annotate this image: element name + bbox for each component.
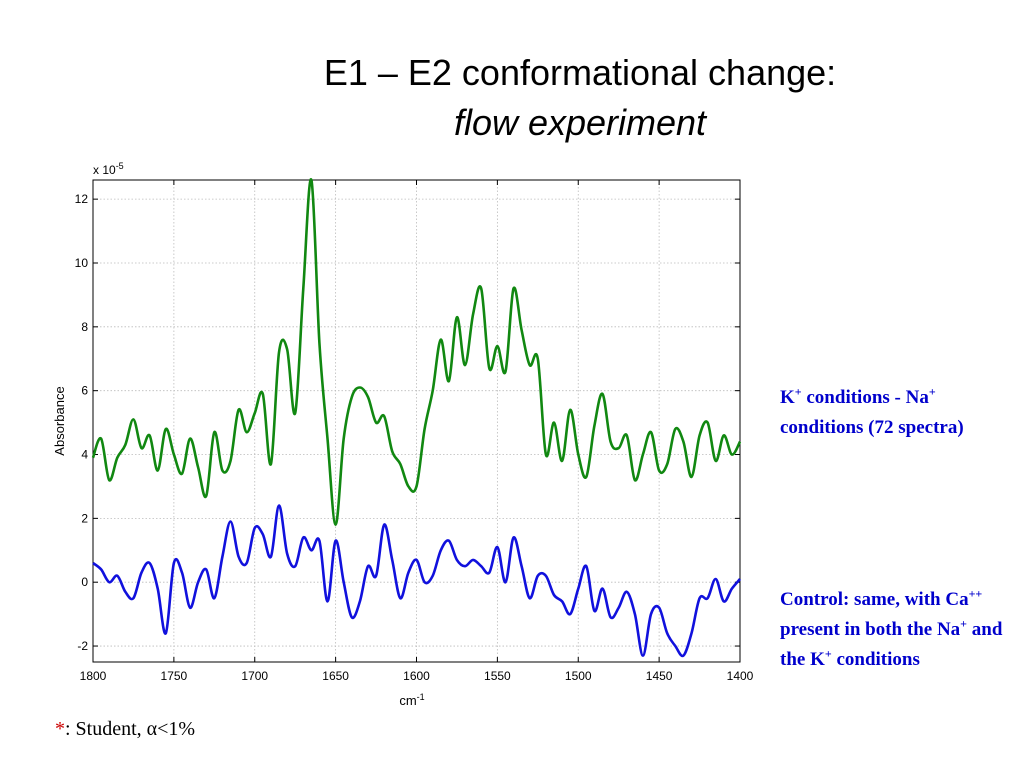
y-tick-label: 8 <box>81 320 88 334</box>
footnote: *: Student, α<1% <box>55 718 195 741</box>
legend-green-sup-2: + <box>928 384 936 399</box>
legend-blue-sup-2: + <box>960 616 968 631</box>
legend-green-series: K+ conditions - Na+ conditions (72 spect… <box>780 383 1010 443</box>
slide-title-line1: E1 – E2 conformational change: <box>323 52 837 93</box>
x-tick-label: 1400 <box>727 669 754 683</box>
y-tick-label: 12 <box>75 192 89 206</box>
x-axis-label-base: cm <box>399 693 416 708</box>
legend-green-text-1: K <box>780 387 795 408</box>
legend-blue-sup-1: ++ <box>968 586 983 601</box>
green-series-line <box>91 178 742 526</box>
legend-blue-sup-3: + <box>824 646 832 661</box>
x-axis-label: cm-1 <box>399 692 424 708</box>
footnote-text: : Student, α<1% <box>65 718 196 740</box>
y-axis-label: Absorbance <box>52 386 67 455</box>
x-tick-label: 1600 <box>403 669 430 683</box>
legend-blue-text-1: Control: same, with Ca <box>780 589 969 610</box>
y-tick-label: 4 <box>81 448 88 462</box>
y-tick-label: 0 <box>81 575 88 589</box>
legend-green-text-3: conditions (72 spectra) <box>780 417 964 438</box>
x-tick-label: 1750 <box>161 669 188 683</box>
x-tick-label: 1500 <box>565 669 592 683</box>
x-tick-label: 1800 <box>80 669 107 683</box>
y-tick-label: 10 <box>75 256 89 270</box>
spectrum-chart: 1800 1750 1700 1650 1600 1550 1500 1450 1400 -2 0 2… <box>52 161 754 708</box>
x-tick-label: 1450 <box>646 669 673 683</box>
y-multiplier-exponent: -5 <box>116 161 124 171</box>
y-multiplier-label: x 10-5 <box>93 161 124 177</box>
footnote-star: * <box>55 718 65 740</box>
x-tick-label: 1650 <box>322 669 349 683</box>
x-tick-label: 1550 <box>484 669 511 683</box>
x-axis-label-exponent: -1 <box>417 692 425 702</box>
legend-blue-text-3: and the K <box>780 619 1003 670</box>
legend-green-sup-1: + <box>794 384 802 399</box>
y-tick-label: -2 <box>77 639 88 653</box>
y-tick-label: 2 <box>81 511 88 525</box>
x-tick-label: 1700 <box>241 669 268 683</box>
slide-title-line2: flow experiment <box>453 102 707 143</box>
legend-blue-series: Control: same, with Ca++ present in both… <box>780 585 1010 675</box>
y-tick-label: 6 <box>81 384 88 398</box>
legend-blue-text-4: conditions <box>831 649 920 670</box>
blue-series-line <box>92 504 742 658</box>
legend-green-text-2: conditions - Na <box>801 387 929 408</box>
legend-blue-text-2: present in both the Na <box>780 619 961 640</box>
axis-ticks: 1800 1750 1700 1650 1600 1550 1500 1450 1400 -2 0 2… <box>75 180 754 683</box>
series-lines <box>91 178 742 658</box>
y-multiplier-base: x 10 <box>93 163 116 177</box>
grid-lines <box>92 180 741 662</box>
